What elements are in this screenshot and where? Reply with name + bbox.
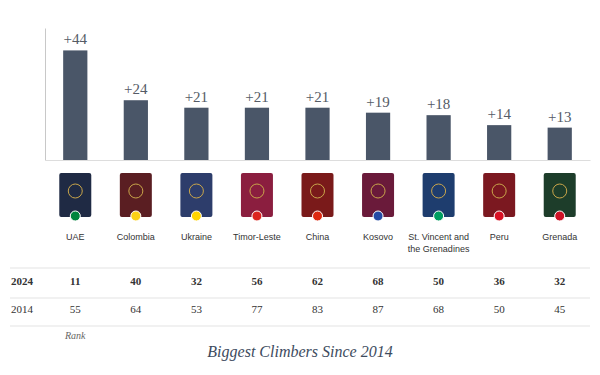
x-axis-line [46, 160, 591, 161]
data-label: +21 [185, 89, 208, 105]
flag [555, 211, 565, 221]
rank-table: 2024 11 40 32 56 62 68 50 36 32 2014 55 64 53 77 83 87 68… [10, 268, 590, 341]
data-label: +21 [245, 89, 268, 105]
data-label: +21 [306, 89, 329, 105]
rank-cell: 56 [251, 275, 263, 287]
chart-title: Biggest Climbers Since 2014 [207, 343, 392, 361]
rank-cell: 64 [130, 303, 142, 315]
rank-cell: 40 [130, 275, 142, 287]
rank-cell: 32 [554, 275, 566, 287]
x-tick-label: Colombia [117, 232, 155, 242]
passport-emblem [432, 184, 446, 198]
passport [241, 173, 273, 217]
passport-emblem [553, 184, 567, 198]
y-axis [45, 29, 46, 161]
flag [252, 211, 262, 221]
x-tick-label: St. Vincent andthe Grenadines [408, 232, 470, 253]
data-label: +44 [64, 31, 88, 47]
data-label: +14 [487, 106, 511, 122]
passport-emblem [68, 184, 82, 198]
x-tick: Timor-Leste [233, 160, 281, 242]
rank-cell: 53 [191, 303, 203, 315]
passport [544, 173, 576, 217]
rank-cell: 36 [494, 275, 506, 287]
x-tick-label: UAE [66, 232, 85, 242]
x-tick-label: Grenada [542, 232, 577, 242]
passport [362, 173, 394, 217]
passport-emblem [371, 184, 385, 198]
rank-cell: 11 [70, 275, 80, 287]
x-tick-label: Timor-Leste [233, 232, 281, 242]
passport-emblem [189, 184, 203, 198]
x-tick: Peru [490, 160, 509, 242]
bar [305, 108, 329, 160]
passport-emblem [250, 184, 264, 198]
x-tick-label: China [306, 232, 330, 242]
x-tick-label: Peru [490, 232, 509, 242]
flag [434, 211, 444, 221]
rank-cell: 77 [251, 303, 263, 315]
rank-cell: 50 [433, 275, 445, 287]
data-label: +24 [124, 81, 148, 97]
bar [487, 125, 511, 160]
bar [427, 115, 451, 160]
table-rule [10, 298, 590, 299]
table-label: Rank [64, 330, 86, 341]
x-tick: Ukraine [181, 160, 212, 242]
flag [131, 211, 141, 221]
data-label: +19 [366, 94, 389, 110]
passport [59, 173, 91, 217]
passport [120, 173, 152, 217]
table-rule [10, 268, 590, 269]
x-tick: Grenada [542, 160, 577, 242]
y-axis-line [45, 29, 46, 161]
passport-emblem [129, 184, 143, 198]
row-label: 2024 [11, 275, 34, 287]
bar [548, 128, 572, 160]
x-tick: Kosovo [363, 160, 393, 242]
bars [63, 50, 572, 160]
rank-cell: 50 [494, 303, 506, 315]
bar [366, 113, 390, 160]
flag [373, 211, 383, 221]
passport [302, 173, 334, 217]
bar [63, 50, 87, 160]
rank-cell: 55 [70, 303, 82, 315]
bar [245, 108, 269, 160]
rank-cell: 87 [373, 303, 385, 315]
x-axis: UAE Colombia Ukraine Timor-Leste China Kosovo… [46, 160, 591, 254]
passport-emblem [492, 184, 506, 198]
passport-emblem [311, 184, 325, 198]
data-labels: +44 +24 +21 +21 +21 +19 +18 +14 +13 [64, 31, 572, 124]
x-tick: Colombia [117, 160, 155, 242]
row-label: 2014 [11, 303, 34, 315]
passport [483, 173, 515, 217]
flag [70, 211, 80, 221]
passport [180, 173, 212, 217]
x-tick-label: Kosovo [363, 232, 393, 242]
flag [313, 211, 323, 221]
passports [59, 173, 575, 221]
rank-cell: 83 [312, 303, 324, 315]
x-tick-label: Ukraine [181, 232, 212, 242]
table-rule [10, 326, 590, 327]
bar [124, 100, 148, 160]
x-tick: UAE [66, 160, 85, 242]
data-label: +18 [427, 96, 450, 112]
x-tick: St. Vincent andthe Grenadines [408, 160, 470, 254]
x-tick: China [306, 160, 330, 242]
rank-cell: 32 [191, 275, 203, 287]
rank-cell: 68 [373, 275, 385, 287]
passport [423, 173, 455, 217]
flag [191, 211, 201, 221]
rank-cell: 45 [554, 303, 566, 315]
rank-cell: 62 [312, 275, 324, 287]
bar [184, 108, 208, 160]
rank-cell: 68 [433, 303, 445, 315]
chart-svg: +44 +24 +21 +21 +21 +19 +18 +14 +13 UAE Colombia Uk… [0, 0, 600, 375]
flag [494, 211, 504, 221]
data-label: +13 [548, 109, 571, 125]
